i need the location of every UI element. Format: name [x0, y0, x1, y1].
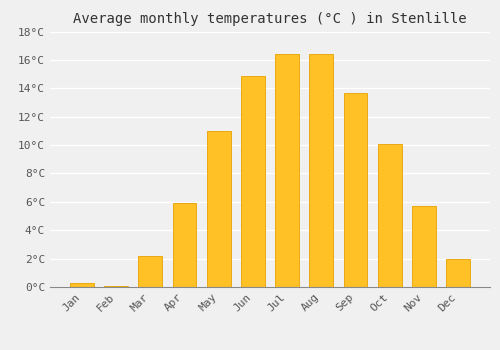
Bar — [310, 54, 333, 287]
Bar — [378, 144, 402, 287]
Bar — [344, 92, 367, 287]
Bar — [138, 256, 162, 287]
Bar — [172, 203, 197, 287]
Bar — [412, 206, 436, 287]
Bar — [70, 283, 94, 287]
Bar — [241, 76, 265, 287]
Bar — [275, 54, 299, 287]
Title: Average monthly temperatures (°C ) in Stenlille: Average monthly temperatures (°C ) in St… — [73, 12, 467, 26]
Bar — [104, 286, 128, 287]
Bar — [446, 259, 470, 287]
Bar — [207, 131, 231, 287]
